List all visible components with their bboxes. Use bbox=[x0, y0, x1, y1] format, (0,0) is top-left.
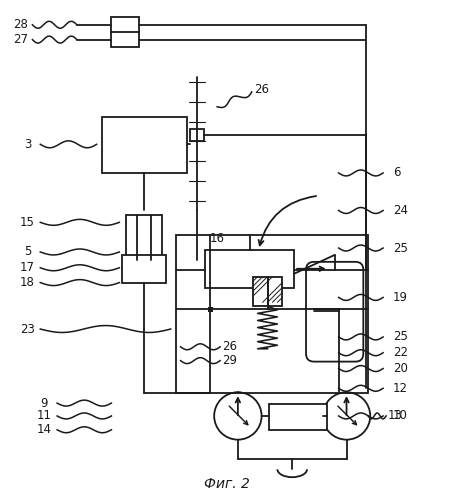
Text: 24: 24 bbox=[393, 204, 408, 217]
Text: 28: 28 bbox=[13, 18, 28, 31]
Bar bbox=[253, 276, 282, 306]
Bar bbox=[336, 307, 341, 312]
Text: 26: 26 bbox=[254, 83, 268, 96]
Text: 5: 5 bbox=[24, 246, 31, 258]
Text: 15: 15 bbox=[20, 216, 35, 229]
Text: 20: 20 bbox=[393, 362, 408, 375]
Text: 17: 17 bbox=[20, 261, 35, 274]
Bar bbox=[269, 404, 327, 430]
Text: 10: 10 bbox=[393, 410, 408, 423]
Text: 29: 29 bbox=[222, 354, 237, 367]
Text: 16: 16 bbox=[209, 232, 224, 245]
Bar bbox=[205, 250, 294, 287]
Text: 6: 6 bbox=[393, 167, 400, 180]
Text: Фиг. 2: Фиг. 2 bbox=[204, 477, 250, 491]
Text: 9: 9 bbox=[40, 397, 48, 410]
Text: 23: 23 bbox=[20, 322, 35, 335]
Text: 27: 27 bbox=[13, 33, 28, 46]
Bar bbox=[111, 17, 139, 32]
Text: 12: 12 bbox=[393, 382, 408, 395]
Bar bbox=[208, 307, 212, 312]
Text: 13: 13 bbox=[388, 410, 403, 423]
Bar bbox=[176, 235, 368, 393]
Bar bbox=[101, 117, 187, 173]
Text: 26: 26 bbox=[222, 340, 237, 353]
Bar bbox=[111, 32, 139, 47]
Text: 11: 11 bbox=[37, 410, 52, 423]
Bar bbox=[191, 129, 204, 141]
Text: 25: 25 bbox=[393, 330, 408, 343]
Bar bbox=[126, 216, 162, 260]
Text: 18: 18 bbox=[20, 276, 35, 289]
FancyBboxPatch shape bbox=[306, 262, 364, 362]
Bar bbox=[122, 255, 166, 282]
Text: 19: 19 bbox=[393, 291, 408, 304]
Text: 22: 22 bbox=[393, 346, 408, 359]
Text: 14: 14 bbox=[37, 423, 52, 436]
Text: 3: 3 bbox=[24, 138, 31, 151]
Text: 25: 25 bbox=[393, 242, 408, 254]
